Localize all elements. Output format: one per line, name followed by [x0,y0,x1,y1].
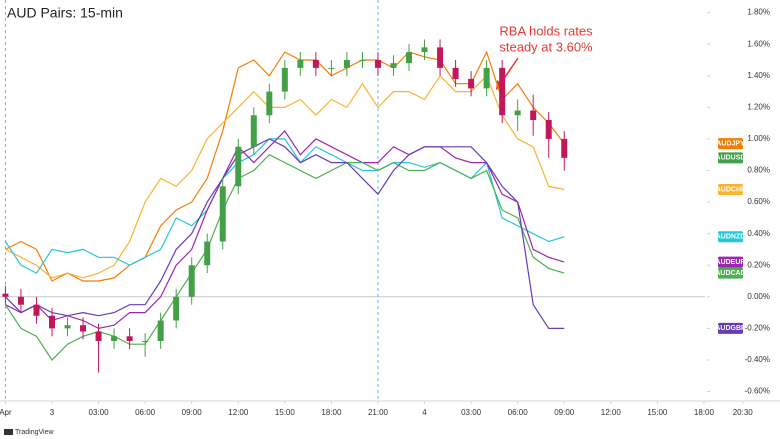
candle-body [204,241,211,266]
candle-body [17,296,24,305]
x-tick-label: 18:00 [321,408,342,417]
x-tick-label: 06:00 [135,408,156,417]
y-tick-label: 0.40% [747,229,770,238]
series-tag-box [718,256,743,268]
candle-body [219,186,226,242]
candle-body [514,110,521,116]
y-tick-label: 1.00% [747,134,770,143]
candle-body [406,52,413,64]
candle-body [468,78,475,89]
y-tick-label: 1.80% [747,8,770,17]
candle-body [64,325,71,329]
x-tick-label: 12:00 [228,408,249,417]
y-tick-label: 0.20% [747,260,770,269]
candle-body [250,115,257,147]
y-tick-label: 1.40% [747,71,770,80]
x-tick-label: 12:00 [601,408,622,417]
candle-body [2,293,9,297]
candle-body [530,110,537,120]
candle-body [49,315,55,329]
y-tick-label: 1.60% [747,39,770,48]
candle-body [452,67,459,79]
candle-body [80,325,87,332]
candle-body [359,59,366,61]
series-tag-box [718,267,743,279]
candle-body [343,59,350,68]
candle-body [499,67,506,116]
y-tick-label: -0.40% [745,355,770,364]
candle-body [561,138,568,158]
legend-label: AUDGBP [715,325,746,332]
legend-label: AUDEUR [716,259,746,266]
x-tick-label: 18:00 [694,408,715,417]
legend-label: AUDCAD [715,270,745,277]
x-tick-label: 3 [50,408,55,417]
legend-label: AUDCHF [716,186,746,193]
candle-body [374,59,381,68]
x-tick-label: 03:00 [89,408,110,417]
candle-body [483,67,490,89]
candle-body [111,336,118,342]
candle-body [157,320,164,342]
annotation: steady at 3.60% [499,39,593,54]
annotation: RBA holds rates [499,23,593,38]
candle-body [545,119,552,139]
candle-body [328,67,335,69]
x-tick-label: 4 [422,408,427,417]
candle-body [421,47,428,53]
series-tag-box [718,152,743,164]
candle-body [95,331,102,342]
candle-body [173,296,180,321]
footer: TradingView [15,429,54,436]
candle-body [126,336,133,342]
candle-body [235,146,242,187]
y-tick-label: 0.80% [747,166,770,175]
x-tick-label: 06:00 [508,408,529,417]
x-tick-label: 09:00 [182,408,203,417]
x-tick-label: 15:00 [647,408,668,417]
x-tick-label: 20:30 [733,408,754,417]
legend-label: AUDJPY [716,141,745,148]
legend-label: AUDUSD [716,155,746,162]
y-tick-label: -0.20% [745,323,770,332]
series-tag-box [718,231,743,243]
series-line [4,138,565,329]
y-tick-label: 0.60% [747,197,770,206]
series-tag-box [718,322,743,334]
x-tick-label: 09:00 [554,408,575,417]
candle-body [297,59,304,68]
series-tag-box [718,138,743,150]
y-tick-label: -0.60% [745,387,770,396]
candle-body [281,67,288,92]
candle-body [266,91,273,116]
y-tick-label: 0.00% [747,292,770,301]
x-tick-label: Apr [0,408,12,417]
candle-body [188,265,195,297]
candle-body [437,47,444,68]
logo: TradingView [4,429,54,436]
y-tick-label: 1.20% [747,102,770,111]
legend-label: AUDNZD [716,234,746,241]
series-tag-box [718,183,743,195]
candle-body [312,59,319,68]
candle-body [390,63,397,68]
chart-title: AUD Pairs: 15-min [7,5,123,21]
candle-body [142,341,149,343]
candle-body [33,304,40,316]
x-tick-label: 15:00 [275,408,296,417]
x-tick-label: 21:00 [368,408,389,417]
x-tick-label: 03:00 [461,408,482,417]
